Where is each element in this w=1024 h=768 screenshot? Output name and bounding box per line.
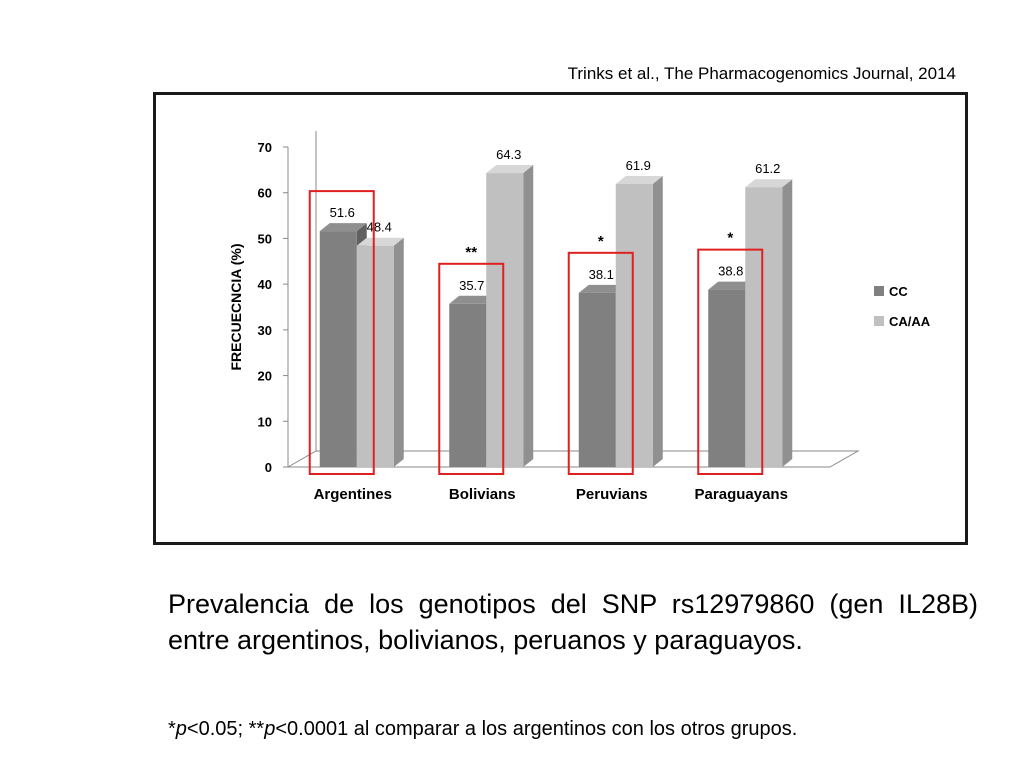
significance-footnote: *p<0.05; **p<0.0001 al comparar a los ar… xyxy=(168,716,978,742)
bar-top-caaa-peruvians xyxy=(615,176,663,185)
bar-cc-peruvians xyxy=(578,292,616,467)
x-tick-label: Paraguayans xyxy=(695,486,788,503)
citation: Trinks et al., The Pharmacogenomics Jour… xyxy=(567,64,956,83)
data-label: 38.8 xyxy=(718,264,743,279)
footnote-p2: p xyxy=(264,718,276,740)
x-tick-label: Bolivians xyxy=(449,486,516,503)
bar-top-caaa-bolivians xyxy=(486,165,534,174)
highlight-box-argentines xyxy=(308,190,375,475)
bar-caaa-paraguayans xyxy=(745,187,783,467)
footnote-sym2: ** xyxy=(248,718,265,740)
bar-side-caaa-peruvians xyxy=(652,176,663,467)
chart-frame: 0 10 20 30 40 50 60 70 FRECUECNCIA (%) 51.6 48.4 Ar… xyxy=(153,92,968,545)
y-tick-label: 70 xyxy=(258,140,272,155)
bar-chart: 0 10 20 30 40 50 60 70 FRECUECNCIA (%) 51.6 48.4 Ar… xyxy=(228,131,931,503)
bar-top-cc-bolivians xyxy=(449,295,497,304)
y-tick-label: 20 xyxy=(258,369,272,384)
bar-cc-bolivians xyxy=(449,303,487,467)
bar-top-cc-peruvians xyxy=(578,284,626,293)
bar-side-caaa-bolivians xyxy=(523,165,534,468)
bar-top-caaa-argentines xyxy=(356,237,404,246)
y-tick-label: 0 xyxy=(265,460,272,475)
y-tick-label: 40 xyxy=(258,277,272,292)
data-label: 38.1 xyxy=(589,267,614,282)
highlight-box-peruvians xyxy=(567,251,634,475)
bar-top-cc-paraguayans xyxy=(708,281,756,290)
data-label: 64.3 xyxy=(496,147,521,162)
bar-cc-paraguayans xyxy=(708,289,746,467)
highlight-box-paraguayans xyxy=(697,248,764,475)
figure-caption: Prevalencia de los genotipos del SNP rs1… xyxy=(168,589,978,655)
highlight-box-bolivians xyxy=(438,262,505,475)
footnote-rest2: <0.0001 al comparar a los argentinos con… xyxy=(275,718,798,740)
legend-label-cc: CC xyxy=(889,284,908,299)
data-label: 51.6 xyxy=(330,205,355,220)
footnote-rest1: <0.05; xyxy=(186,718,249,740)
data-label: 48.4 xyxy=(367,220,392,235)
y-axis-label: FRECUECNCIA (%) xyxy=(228,243,244,370)
bar-caaa-bolivians xyxy=(486,173,524,468)
footnote-p1: p xyxy=(175,718,187,740)
y-tick-label: 50 xyxy=(258,231,272,246)
legend-swatch-caaa xyxy=(874,316,884,326)
bar-caaa-argentines xyxy=(356,245,394,467)
footnote-sym1: * xyxy=(168,718,176,740)
data-label: 61.2 xyxy=(755,161,780,176)
significance-marker: * xyxy=(598,233,604,250)
legend-swatch-cc xyxy=(874,286,884,296)
data-label: 61.9 xyxy=(626,158,651,173)
x-tick-label: Argentines xyxy=(314,486,392,503)
significance-marker: ** xyxy=(465,244,477,261)
x-tick-label: Peruvians xyxy=(576,486,648,503)
legend-label-caaa: CA/AA xyxy=(889,314,931,329)
bar-side-caaa-paraguayans xyxy=(782,179,793,467)
y-tick-label: 30 xyxy=(258,323,272,338)
bar-caaa-peruvians xyxy=(615,184,653,467)
y-tick-label: 60 xyxy=(258,186,272,201)
data-label: 35.7 xyxy=(459,278,484,293)
bar-top-caaa-paraguayans xyxy=(745,179,793,188)
y-tick-label: 10 xyxy=(258,414,272,429)
bar-cc-argentines xyxy=(319,231,357,467)
bar-top-cc-argentines xyxy=(319,223,367,232)
bar-side-caaa-argentines xyxy=(393,237,404,467)
significance-marker: * xyxy=(727,230,733,247)
